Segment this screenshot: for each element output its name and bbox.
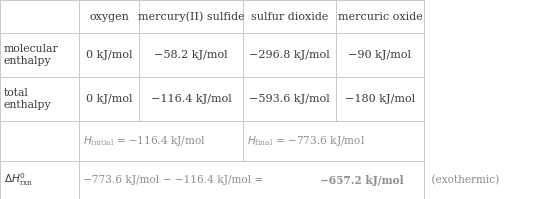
Text: sulfur dioxide: sulfur dioxide: [251, 12, 328, 21]
Text: −90 kJ/mol: −90 kJ/mol: [348, 50, 411, 60]
Text: −296.8 kJ/mol: −296.8 kJ/mol: [249, 50, 330, 60]
Text: 0 kJ/mol: 0 kJ/mol: [86, 94, 132, 104]
Text: −657.2 kJ/mol: −657.2 kJ/mol: [320, 175, 403, 185]
Text: total
enthalpy: total enthalpy: [4, 88, 51, 110]
Text: −116.4 kJ/mol: −116.4 kJ/mol: [151, 94, 231, 104]
Text: $\mathit{H}_{\mathregular{initial}}$ = −116.4 kJ/mol: $\mathit{H}_{\mathregular{initial}}$ = −…: [83, 134, 206, 148]
Text: −180 kJ/mol: −180 kJ/mol: [345, 94, 415, 104]
Text: −773.6 kJ/mol − −116.4 kJ/mol =: −773.6 kJ/mol − −116.4 kJ/mol =: [83, 175, 266, 185]
Text: oxygen: oxygen: [89, 12, 129, 21]
Text: −58.2 kJ/mol: −58.2 kJ/mol: [154, 50, 228, 60]
Text: mercuric oxide: mercuric oxide: [338, 12, 422, 21]
Text: (exothermic): (exothermic): [428, 175, 499, 185]
Text: molecular
enthalpy: molecular enthalpy: [4, 44, 59, 66]
Text: mercury(II) sulfide: mercury(II) sulfide: [137, 11, 244, 22]
Text: 0 kJ/mol: 0 kJ/mol: [86, 50, 132, 60]
Text: −593.6 kJ/mol: −593.6 kJ/mol: [249, 94, 330, 104]
Text: $\mathit{H}_{\mathregular{final}}$ = −773.6 kJ/mol: $\mathit{H}_{\mathregular{final}}$ = −77…: [247, 134, 365, 148]
Text: $\Delta \mathit{H}^0_{\mathregular{rxn}}$: $\Delta \mathit{H}^0_{\mathregular{rxn}}…: [4, 172, 33, 188]
